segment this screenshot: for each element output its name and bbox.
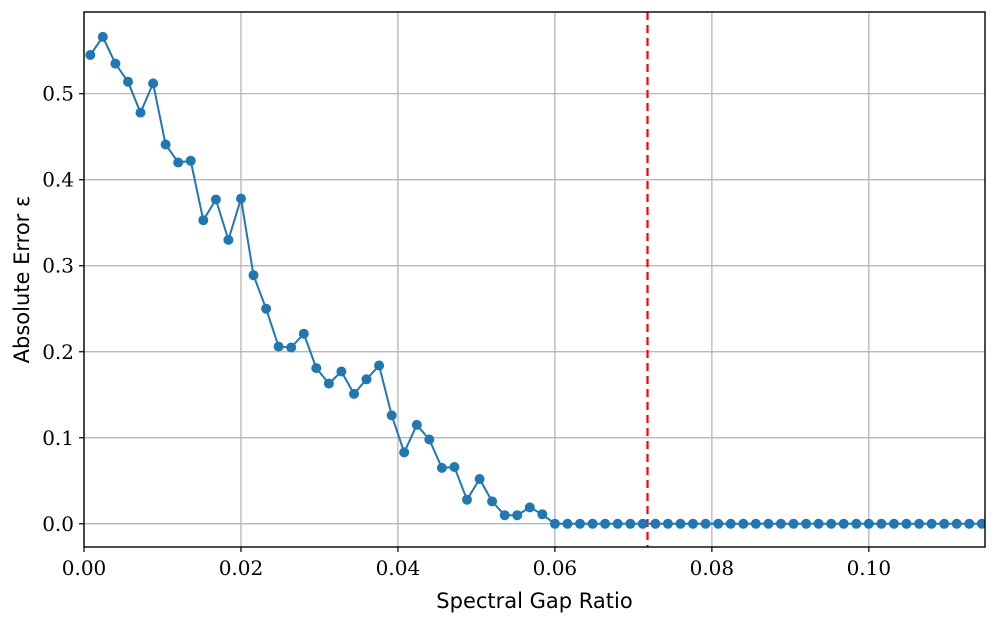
data-point: [311, 363, 322, 374]
data-point: [876, 518, 887, 529]
data-point: [801, 518, 812, 529]
data-point: [248, 270, 259, 281]
data-point: [236, 193, 246, 204]
data-point: [901, 518, 912, 529]
data-point: [788, 518, 799, 529]
y-tick-label: 0.1: [42, 426, 74, 450]
data-point: [273, 341, 284, 352]
data-point: [775, 518, 786, 529]
data-point: [462, 494, 472, 505]
data-point: [650, 518, 661, 529]
data-point: [399, 447, 410, 458]
y-tick-label: 0.5: [42, 82, 74, 106]
data-point: [575, 518, 585, 529]
plot-frame: [83, 11, 986, 548]
data-point: [261, 303, 272, 314]
x-tick-label: 0.02: [219, 556, 264, 580]
data-point: [600, 518, 611, 529]
x-tick-label: 0.10: [847, 556, 892, 580]
data-point: [914, 518, 925, 529]
data-point: [198, 215, 209, 226]
data-point: [449, 462, 460, 472]
data-point: [424, 434, 435, 445]
data-point: [587, 518, 598, 529]
data-point: [713, 518, 724, 529]
data-point: [562, 518, 573, 529]
grid: [83, 12, 985, 547]
y-tick-label: 0.2: [42, 340, 74, 364]
data-point: [349, 388, 359, 399]
data-point: [926, 518, 937, 529]
data-point: [148, 78, 159, 89]
y-tick-label: 0.4: [42, 168, 74, 192]
x-axis-label: Spectral Gap Ratio: [436, 589, 632, 613]
y-tick-label: 0.0: [42, 512, 74, 536]
data-point: [951, 518, 962, 529]
series-line: [89, 34, 982, 525]
data-point: [499, 510, 510, 521]
data-point: [976, 518, 985, 529]
data-point: [738, 518, 749, 529]
data-point: [173, 157, 184, 168]
data-point: [374, 360, 385, 371]
data-point: [487, 496, 498, 507]
data-point: [336, 366, 347, 377]
data-point: [625, 518, 636, 529]
x-tick-label: 0.04: [376, 556, 421, 580]
data-point: [813, 518, 824, 529]
data-point: [688, 518, 698, 529]
data-point: [763, 518, 774, 529]
data-point: [637, 518, 648, 529]
series-layer: [85, 31, 985, 529]
data-point: [549, 518, 560, 529]
data-point: [298, 328, 309, 339]
data-point: [512, 510, 523, 521]
data-point: [889, 518, 899, 529]
data-point: [612, 518, 623, 529]
data-point: [411, 419, 422, 430]
y-axis-label: Absolute Error ε: [10, 196, 34, 364]
x-tick-label: 0.08: [690, 556, 735, 580]
y-tick-label: 0.3: [42, 254, 74, 278]
data-point: [964, 518, 975, 529]
data-point: [436, 462, 447, 473]
data-point: [851, 518, 862, 529]
data-point: [826, 518, 837, 529]
data-point: [361, 374, 372, 385]
data-point: [110, 58, 121, 69]
data-point: [838, 518, 849, 529]
data-point: [662, 518, 673, 529]
data-point: [863, 518, 874, 529]
data-point: [700, 518, 711, 529]
data-point: [185, 155, 196, 166]
data-point: [97, 31, 108, 42]
data-point: [323, 378, 334, 389]
x-tick-label: 0.00: [62, 556, 107, 580]
data-point: [386, 410, 397, 421]
data-point: [160, 139, 171, 150]
data-point: [286, 342, 297, 353]
data-point: [135, 107, 146, 118]
data-point: [210, 194, 221, 205]
ticks: 0.00 0.02 0.04 0.06 0.08 0.10 0.0 0.1 0.2 0.3 0.4 0…: [42, 82, 891, 580]
data-point: [85, 50, 96, 60]
data-point: [939, 518, 950, 529]
data-point: [474, 474, 485, 484]
data-point: [223, 234, 234, 245]
data-point: [750, 518, 761, 529]
data-point: [725, 518, 736, 529]
data-point: [537, 509, 548, 520]
data-point: [675, 518, 686, 529]
x-tick-label: 0.06: [533, 556, 578, 580]
data-point: [524, 502, 535, 513]
data-point: [123, 76, 133, 87]
